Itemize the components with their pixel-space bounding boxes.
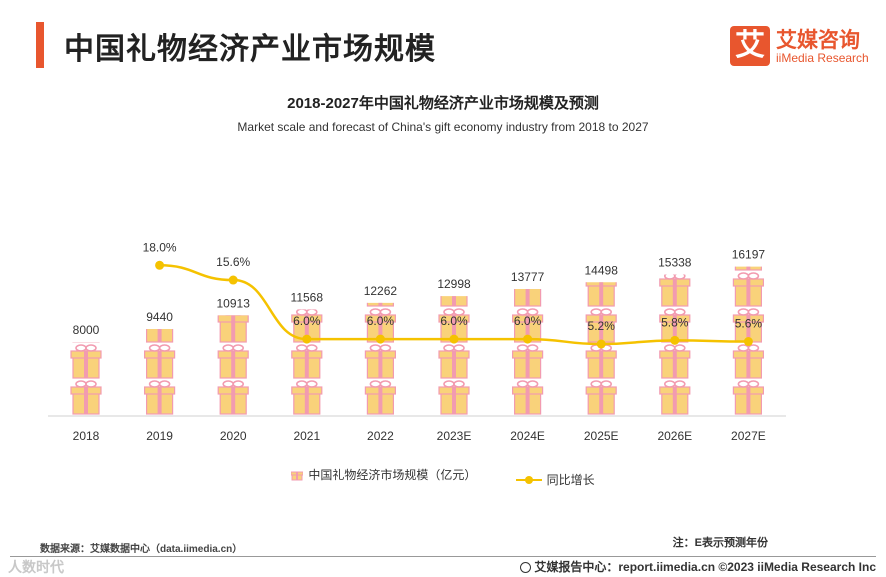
bar-value-label: 9440 [146,310,173,324]
growth-value-label: 6.0% [367,314,395,328]
growth-value-label: 6.0% [440,314,468,328]
x-tick-label: 2023E [437,429,472,443]
growth-point-2022 [375,334,385,344]
logo-en-text: iiMedia Research [776,51,869,65]
growth-point-2025E [596,339,606,349]
bar-2019 [144,328,176,415]
logo-mark: 艾 [730,26,770,66]
forecast-note: 注：E表示预测年份 [672,537,768,549]
chart-subtitle: Market scale and forecast of China's gif… [237,120,649,134]
x-tick-label: 2024E [510,429,545,443]
x-tick-label: 2022 [367,429,394,443]
footer-credit: 艾媒报告中心：report.iimedia.cn ©2023 iiMedia R… [520,558,876,575]
growth-value-label: 5.8% [661,315,689,329]
brand-logo: 艾 艾媒咨询 iiMedia Research [730,24,880,68]
legend-label-growth: 同比增长 [546,473,595,487]
bar-2018 [70,342,102,415]
growth-value-label: 5.6% [735,317,763,331]
growth-value-label: 15.6% [216,255,250,269]
logo-cn-text: 艾媒咨询 [776,29,860,52]
growth-value-label: 6.0% [514,314,542,328]
gift-icon [290,469,304,481]
chart-title: 2018-2027年中国礼物经济产业市场规模及预测 [287,95,599,112]
growth-value-label: 6.0% [293,314,321,328]
line-marker-icon [515,475,542,484]
legend-item-market-scale: 中国礼物经济市场规模（亿元） [290,466,477,483]
bar-2025E [585,282,617,415]
x-tick-label: 2018 [73,429,100,443]
bar-2021 [291,309,323,415]
data-source: 数据来源：艾媒数据中心（data.iimedia.cn） [40,544,243,555]
bar-value-label: 8000 [73,323,100,337]
legend-item-growth: 同比增长 [515,471,595,488]
growth-point-2020 [228,275,238,285]
x-tick-label: 2021 [293,429,320,443]
growth-point-2021 [302,334,312,344]
bar-2024E [511,288,544,415]
legend-label-market-scale: 中国礼物经济市场规模（亿元） [308,468,477,482]
page-title: 中国礼物经济产业市场规模 [64,33,436,66]
x-tick-label: 2027E [731,429,766,443]
bar-value-label: 12262 [364,284,398,298]
growth-point-2024E [523,334,533,344]
growth-point-2023E [449,334,459,344]
growth-line [159,264,749,346]
chart-legend: 中国礼物经济市场规模（亿元） 同比增长 [0,466,886,488]
globe-icon [520,562,532,573]
bar-value-label: 16197 [732,248,766,262]
bar-value-label: 10913 [217,296,251,310]
bar-value-label: 12998 [437,277,471,291]
growth-value-label: 18.0% [143,240,177,254]
bar-2026E [659,274,691,415]
growth-value-label: 5.2% [588,319,616,333]
x-tick-label: 2019 [146,429,173,443]
footer-divider [10,556,876,557]
bar-value-label: 14498 [585,263,619,277]
growth-point-2026E [670,335,680,345]
footer-credit-text: 艾媒报告中心：report.iimedia.cn ©2023 iiMedia R… [534,560,876,574]
watermark: 人数时代 [8,559,64,575]
bar-2023E [438,296,470,415]
x-tick-label: 2026E [657,429,692,443]
bar-2022 [364,302,396,415]
title-accent-bar [36,22,44,68]
x-tick-label: 2020 [220,429,247,443]
bar-2027E [732,266,765,415]
bar-value-label: 11568 [291,290,324,304]
bar-value-label: 15338 [658,256,692,270]
x-tick-label: 2025E [584,429,619,443]
bar-2020 [217,315,249,415]
growth-point-2019 [155,260,165,270]
bar-value-label: 13777 [511,270,545,284]
growth-point-2027E [743,337,753,347]
